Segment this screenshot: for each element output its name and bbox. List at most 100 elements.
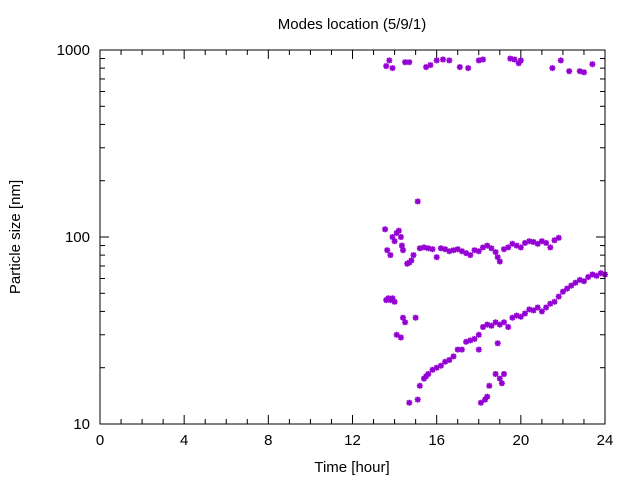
data-point <box>593 272 600 279</box>
data-point <box>450 353 457 360</box>
data-point <box>547 244 554 251</box>
data-point <box>437 362 444 369</box>
point-marker <box>393 331 400 338</box>
point-marker <box>526 306 533 313</box>
data-point <box>393 331 400 338</box>
data-point <box>501 371 507 377</box>
data-point <box>498 380 505 387</box>
point-marker <box>513 242 520 249</box>
point-marker <box>465 65 472 72</box>
point-marker <box>494 254 501 261</box>
point-marker <box>517 313 524 320</box>
point-marker <box>454 346 461 353</box>
data-point <box>471 335 478 342</box>
data-point <box>429 366 436 373</box>
point-marker <box>517 57 524 64</box>
point-marker <box>475 346 482 353</box>
y-tick-label: 100 <box>65 229 90 246</box>
point-marker <box>559 288 566 295</box>
point-marker <box>488 245 495 252</box>
point-marker <box>480 324 486 330</box>
data-point <box>402 319 409 326</box>
data-point <box>429 246 436 253</box>
data-point <box>551 298 558 305</box>
point-marker <box>391 238 398 245</box>
data-point <box>555 234 562 241</box>
data-point <box>507 55 514 62</box>
data-point <box>414 198 421 205</box>
point-marker <box>442 246 449 253</box>
data-point <box>425 371 432 377</box>
point-marker <box>522 239 528 246</box>
point-marker <box>425 245 432 252</box>
point-marker <box>538 238 545 245</box>
point-marker <box>389 295 396 302</box>
point-marker <box>477 399 484 406</box>
point-marker <box>437 362 444 369</box>
data-point <box>509 240 516 247</box>
point-marker <box>446 248 453 255</box>
point-marker <box>501 371 507 377</box>
data-point <box>543 239 550 246</box>
point-marker <box>581 69 587 76</box>
point-marker <box>555 293 562 300</box>
data-point <box>421 244 427 251</box>
data-point <box>480 324 486 330</box>
point-marker <box>395 227 402 234</box>
data-point <box>450 247 457 254</box>
point-marker <box>555 234 562 241</box>
data-point <box>475 331 482 338</box>
data-point <box>522 239 528 246</box>
data-point <box>496 258 503 265</box>
data-point <box>557 57 564 64</box>
point-marker <box>427 62 434 69</box>
data-point <box>454 346 461 353</box>
point-marker <box>538 308 545 315</box>
point-marker <box>488 322 495 329</box>
x-tick-label: 4 <box>180 432 188 449</box>
point-marker <box>530 239 537 245</box>
data-point <box>496 321 503 328</box>
data-point <box>585 274 592 281</box>
data-point <box>564 285 571 292</box>
data-point <box>538 308 545 315</box>
data-point <box>505 324 512 330</box>
data-point <box>386 57 393 64</box>
data-point <box>484 393 491 400</box>
point-marker <box>423 64 430 71</box>
data-point <box>395 227 402 234</box>
point-marker <box>480 56 486 63</box>
data-point <box>576 68 583 75</box>
data-point <box>406 399 413 406</box>
point-marker <box>408 257 415 264</box>
point-marker <box>509 240 516 247</box>
point-marker <box>389 65 396 72</box>
point-marker <box>442 358 449 365</box>
point-marker <box>494 340 501 347</box>
data-point <box>475 57 482 64</box>
data-point <box>463 338 470 345</box>
data-point <box>530 239 537 245</box>
point-marker <box>498 380 505 387</box>
point-marker <box>402 59 409 66</box>
data-point <box>389 295 396 302</box>
data-point <box>530 307 537 314</box>
point-marker <box>530 307 537 314</box>
data-point <box>433 57 440 64</box>
chart-title: Modes location (5/9/1) <box>278 16 426 33</box>
point-marker <box>463 250 470 257</box>
data-point <box>400 247 406 254</box>
data-point <box>382 226 389 233</box>
point-marker <box>557 57 564 64</box>
point-marker <box>382 226 389 233</box>
data-point <box>458 346 465 353</box>
x-tick-label: 12 <box>344 432 361 449</box>
data-point <box>522 310 528 317</box>
data-point <box>475 248 482 255</box>
data-point <box>492 319 499 326</box>
point-marker <box>414 198 421 205</box>
point-marker <box>412 314 419 321</box>
point-marker <box>410 252 417 259</box>
point-marker <box>543 239 550 246</box>
